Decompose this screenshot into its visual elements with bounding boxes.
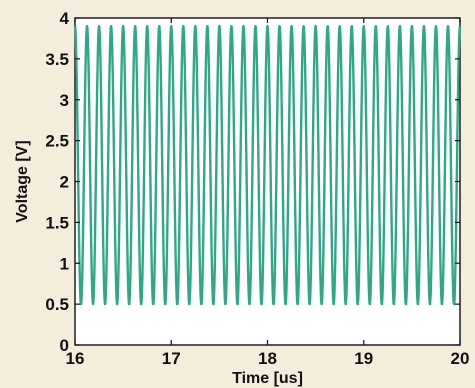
x-tick-label: 18 <box>258 349 277 368</box>
y-tick-label: 0.5 <box>45 295 69 314</box>
voltage-series-line <box>73 24 462 306</box>
x-tick-label: 16 <box>66 349 85 368</box>
y-tick-label: 2.5 <box>45 132 69 151</box>
y-tick-label: 2 <box>60 173 69 192</box>
y-tick-label: 0 <box>60 336 69 355</box>
x-tick-label: 20 <box>451 349 470 368</box>
x-axis-title: Time [us] <box>232 370 303 387</box>
x-tick-label: 19 <box>354 349 373 368</box>
y-tick-label: 3.5 <box>45 50 69 69</box>
y-tick-label: 1.5 <box>45 213 69 232</box>
y-tick-label: 4 <box>60 9 70 28</box>
y-tick-label: 3 <box>60 91 69 110</box>
y-axis-title: Voltage [V] <box>14 140 31 222</box>
y-tick-label: 1 <box>60 254 69 273</box>
x-tick-label: 17 <box>162 349 181 368</box>
